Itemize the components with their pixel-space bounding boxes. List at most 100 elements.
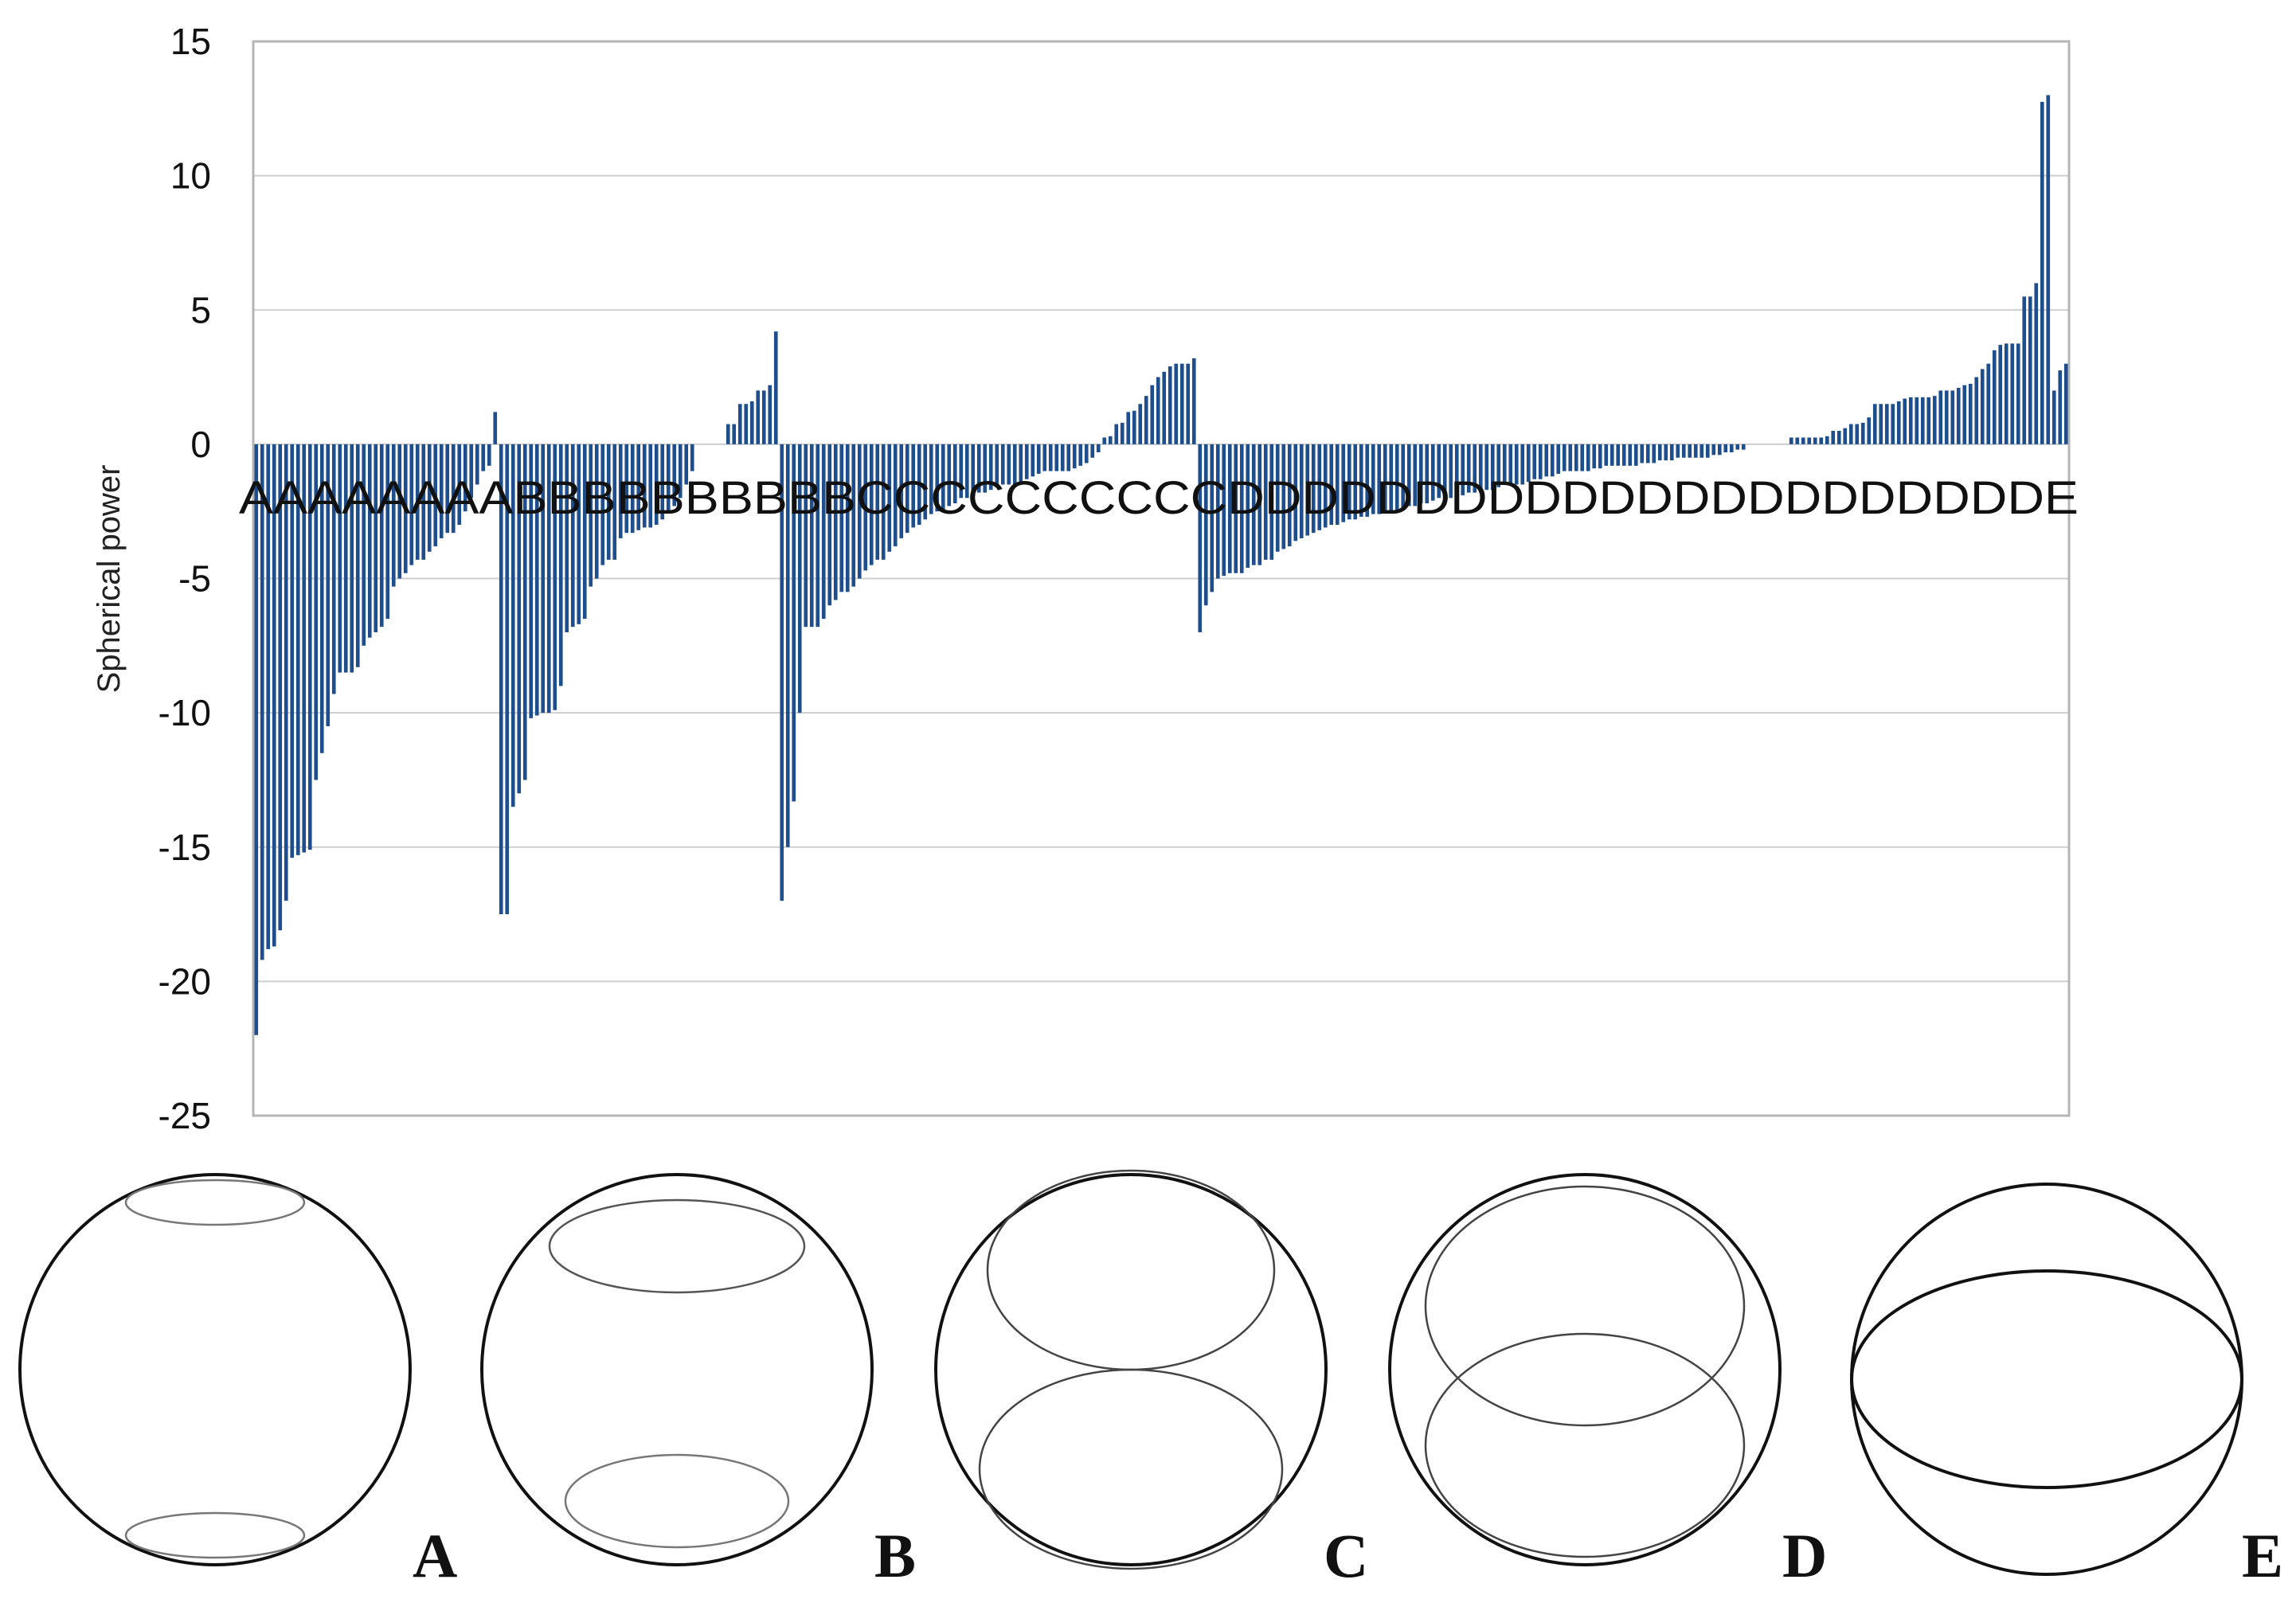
bar-d bbox=[1580, 444, 1585, 471]
bar-b bbox=[768, 385, 773, 444]
bar-d bbox=[1848, 424, 1853, 444]
bar-a bbox=[367, 444, 372, 638]
bar-d bbox=[1203, 444, 1208, 606]
panel-c: C bbox=[934, 1169, 1368, 1590]
bar-b bbox=[546, 444, 551, 714]
bar-b bbox=[749, 401, 754, 444]
bar-a bbox=[439, 444, 444, 538]
bar-a bbox=[343, 444, 348, 673]
bar-c bbox=[845, 444, 850, 592]
bar-d bbox=[1359, 444, 1363, 517]
bar-a bbox=[254, 444, 259, 1035]
bar-c bbox=[893, 444, 898, 547]
sphere-outline-e bbox=[1850, 1183, 2243, 1576]
bar-d bbox=[1473, 444, 1477, 493]
bar-d bbox=[1884, 404, 1889, 444]
bar-b bbox=[690, 444, 694, 471]
bar-d bbox=[1466, 444, 1471, 493]
bar-a bbox=[314, 444, 319, 780]
bar-c bbox=[780, 444, 784, 901]
bar-d bbox=[1968, 383, 1973, 444]
bar-b bbox=[582, 444, 587, 620]
bar-d bbox=[1610, 444, 1614, 466]
bar-c bbox=[1132, 410, 1136, 444]
bar-a bbox=[266, 444, 271, 949]
bar-d bbox=[1454, 444, 1459, 498]
bar-b bbox=[570, 444, 575, 628]
bar-d bbox=[1813, 437, 1817, 444]
bar-d bbox=[1275, 444, 1280, 552]
bar-d bbox=[1550, 444, 1555, 477]
bar-d bbox=[1980, 369, 1985, 444]
bar-b bbox=[761, 390, 766, 444]
bar-d bbox=[1568, 444, 1573, 471]
bar-d bbox=[1222, 444, 1226, 577]
bar-b bbox=[558, 444, 563, 686]
bar-d bbox=[2034, 283, 2039, 444]
bar-a bbox=[362, 444, 366, 646]
bar-c bbox=[923, 444, 928, 520]
bar-d bbox=[1855, 424, 1860, 444]
bar-b bbox=[618, 444, 623, 538]
bar-c bbox=[821, 444, 826, 620]
bar-c bbox=[1054, 444, 1059, 471]
bar-a bbox=[319, 444, 324, 753]
bar-a bbox=[403, 444, 408, 573]
bar-d bbox=[2010, 343, 2015, 444]
bar-d bbox=[1652, 444, 1656, 463]
bar-c bbox=[964, 444, 969, 498]
bar-a bbox=[493, 412, 498, 444]
bar-d bbox=[1604, 444, 1609, 466]
bar-a bbox=[307, 444, 312, 850]
bar-c bbox=[1120, 422, 1125, 444]
bar-d bbox=[1353, 444, 1358, 520]
bar-a bbox=[278, 444, 283, 931]
bar-d bbox=[1365, 444, 1370, 517]
top-ring-c bbox=[986, 1169, 1276, 1371]
bar-d bbox=[1700, 444, 1704, 458]
y-tick-label: -5 bbox=[178, 558, 211, 600]
bar-d bbox=[1544, 444, 1549, 477]
bar-d bbox=[1669, 444, 1674, 461]
bar-d bbox=[1956, 388, 1961, 444]
bar-d bbox=[1227, 444, 1232, 573]
bar-b bbox=[630, 444, 635, 534]
bar-a bbox=[326, 444, 331, 726]
bar-d bbox=[1657, 444, 1662, 461]
bar-d bbox=[1998, 345, 2003, 444]
sphere-outline-b bbox=[480, 1173, 874, 1566]
bottom-ring-d bbox=[1424, 1332, 1746, 1558]
bar-c bbox=[1144, 396, 1148, 444]
bar-c bbox=[1031, 444, 1035, 477]
bar-d bbox=[1628, 444, 1633, 466]
bar-b bbox=[773, 331, 778, 444]
bar-c bbox=[1162, 371, 1167, 444]
bar-d bbox=[2052, 390, 2056, 444]
bar-c bbox=[833, 444, 838, 600]
bar-b bbox=[589, 444, 593, 587]
bar-c bbox=[959, 444, 964, 498]
bar-d bbox=[1735, 444, 1740, 450]
bar-c bbox=[1078, 444, 1083, 466]
bar-d bbox=[1688, 444, 1692, 458]
bar-d bbox=[1592, 444, 1597, 469]
bar-c bbox=[1066, 444, 1071, 471]
bar-d bbox=[1341, 444, 1346, 522]
bar-a bbox=[457, 444, 462, 526]
bar-c bbox=[1000, 444, 1005, 485]
bar-c bbox=[1019, 444, 1023, 483]
bar-d bbox=[1944, 390, 1949, 444]
bar-a bbox=[487, 444, 491, 466]
panel-letter-e: E bbox=[2242, 1521, 2283, 1590]
bar-b bbox=[756, 390, 761, 444]
y-axis-label: Spherical power bbox=[92, 465, 127, 694]
bar-d bbox=[1633, 444, 1638, 466]
bar-c bbox=[1174, 363, 1179, 444]
bar-a bbox=[397, 444, 402, 579]
bar-d bbox=[2058, 370, 2063, 444]
bar-c bbox=[952, 444, 957, 504]
bar-c bbox=[869, 444, 874, 565]
bar-a bbox=[272, 444, 276, 947]
bar-d bbox=[1514, 444, 1519, 485]
bar-d bbox=[1317, 444, 1322, 530]
